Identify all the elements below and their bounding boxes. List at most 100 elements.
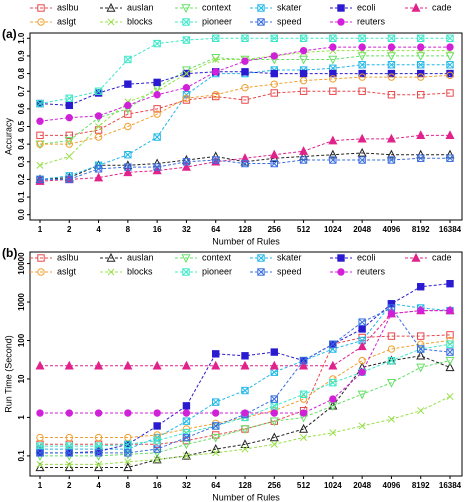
marker (358, 87, 366, 95)
marker (387, 91, 396, 99)
marker-shape (182, 429, 191, 437)
marker (65, 140, 73, 148)
marker-shape (94, 172, 104, 182)
marker (329, 340, 337, 348)
marker (240, 425, 250, 435)
marker-shape (417, 283, 425, 291)
marker-shape (257, 4, 265, 12)
marker (181, 161, 191, 171)
marker (94, 133, 103, 141)
marker-shape (387, 34, 395, 42)
marker-shape (270, 402, 278, 410)
marker (94, 112, 103, 120)
marker (65, 460, 73, 468)
x-tick-label: 2 (67, 481, 72, 490)
marker (181, 254, 191, 264)
marker (153, 110, 161, 118)
marker (416, 350, 426, 360)
marker-shape (212, 398, 220, 406)
marker (329, 156, 337, 164)
marker (240, 153, 250, 162)
marker (337, 268, 345, 276)
marker-shape (94, 449, 103, 457)
marker-shape (446, 154, 454, 162)
marker-shape (36, 449, 44, 457)
x-tick-label: 128 (238, 225, 252, 234)
marker (358, 156, 366, 164)
marker (94, 360, 104, 370)
y-tick-label: 0.5 (17, 120, 26, 132)
x-tick-label: 16 (153, 481, 162, 490)
marker-shape (95, 122, 103, 131)
marker (153, 78, 161, 87)
marker-shape (241, 57, 249, 65)
marker (65, 175, 73, 184)
marker-shape (299, 423, 309, 433)
marker-shape (446, 340, 454, 348)
marker-shape (270, 395, 278, 403)
marker-shape (124, 440, 132, 449)
marker (241, 83, 249, 92)
marker (329, 429, 337, 437)
marker-shape (445, 130, 455, 140)
marker (337, 4, 345, 12)
marker-shape (358, 318, 366, 326)
marker-shape (417, 407, 425, 415)
marker (416, 363, 426, 373)
marker (446, 392, 454, 401)
marker-shape (299, 146, 309, 155)
legend-label: ecoli (357, 2, 376, 12)
marker (37, 18, 45, 26)
marker-shape (241, 386, 249, 395)
marker-shape (106, 2, 116, 12)
marker (123, 360, 133, 370)
marker (182, 268, 190, 276)
marker (357, 52, 367, 62)
legend-label: ecoli (357, 252, 376, 262)
marker-shape (386, 378, 396, 388)
marker-shape (181, 254, 191, 264)
marker-shape (65, 175, 73, 183)
marker (124, 110, 132, 118)
x-axis-title: Number of Rules (212, 236, 280, 246)
marker-shape (212, 68, 220, 76)
marker (212, 156, 220, 164)
marker-shape (64, 360, 74, 370)
marker-shape (65, 152, 73, 161)
marker-shape (36, 117, 44, 125)
marker-shape (36, 449, 44, 457)
marker-shape (299, 69, 308, 78)
marker (411, 252, 421, 262)
marker (182, 18, 190, 26)
marker-shape (107, 268, 115, 276)
marker (182, 158, 191, 166)
marker (182, 70, 190, 78)
marker-shape (124, 55, 132, 64)
marker-shape (212, 34, 220, 42)
marker-shape (270, 159, 278, 168)
marker-shape (36, 409, 44, 417)
marker (36, 433, 44, 442)
plot-frame (29, 251, 463, 477)
marker-shape (37, 18, 45, 26)
marker-shape (153, 437, 161, 445)
marker (212, 34, 220, 42)
marker (417, 283, 425, 291)
marker-shape (95, 165, 103, 173)
marker-shape (107, 18, 115, 26)
marker (241, 352, 249, 360)
marker-shape (153, 133, 161, 141)
x-tick-label: 32 (182, 481, 191, 490)
marker (299, 356, 308, 365)
marker (299, 76, 308, 85)
x-tick-label: 512 (297, 225, 311, 234)
marker (212, 398, 220, 406)
marker (417, 332, 425, 340)
marker (417, 61, 425, 69)
marker (386, 133, 396, 143)
marker (124, 449, 132, 457)
y-tick-label: 1000 (17, 293, 26, 311)
marker-shape (182, 452, 190, 460)
marker (417, 407, 425, 415)
marker-shape (387, 415, 395, 423)
